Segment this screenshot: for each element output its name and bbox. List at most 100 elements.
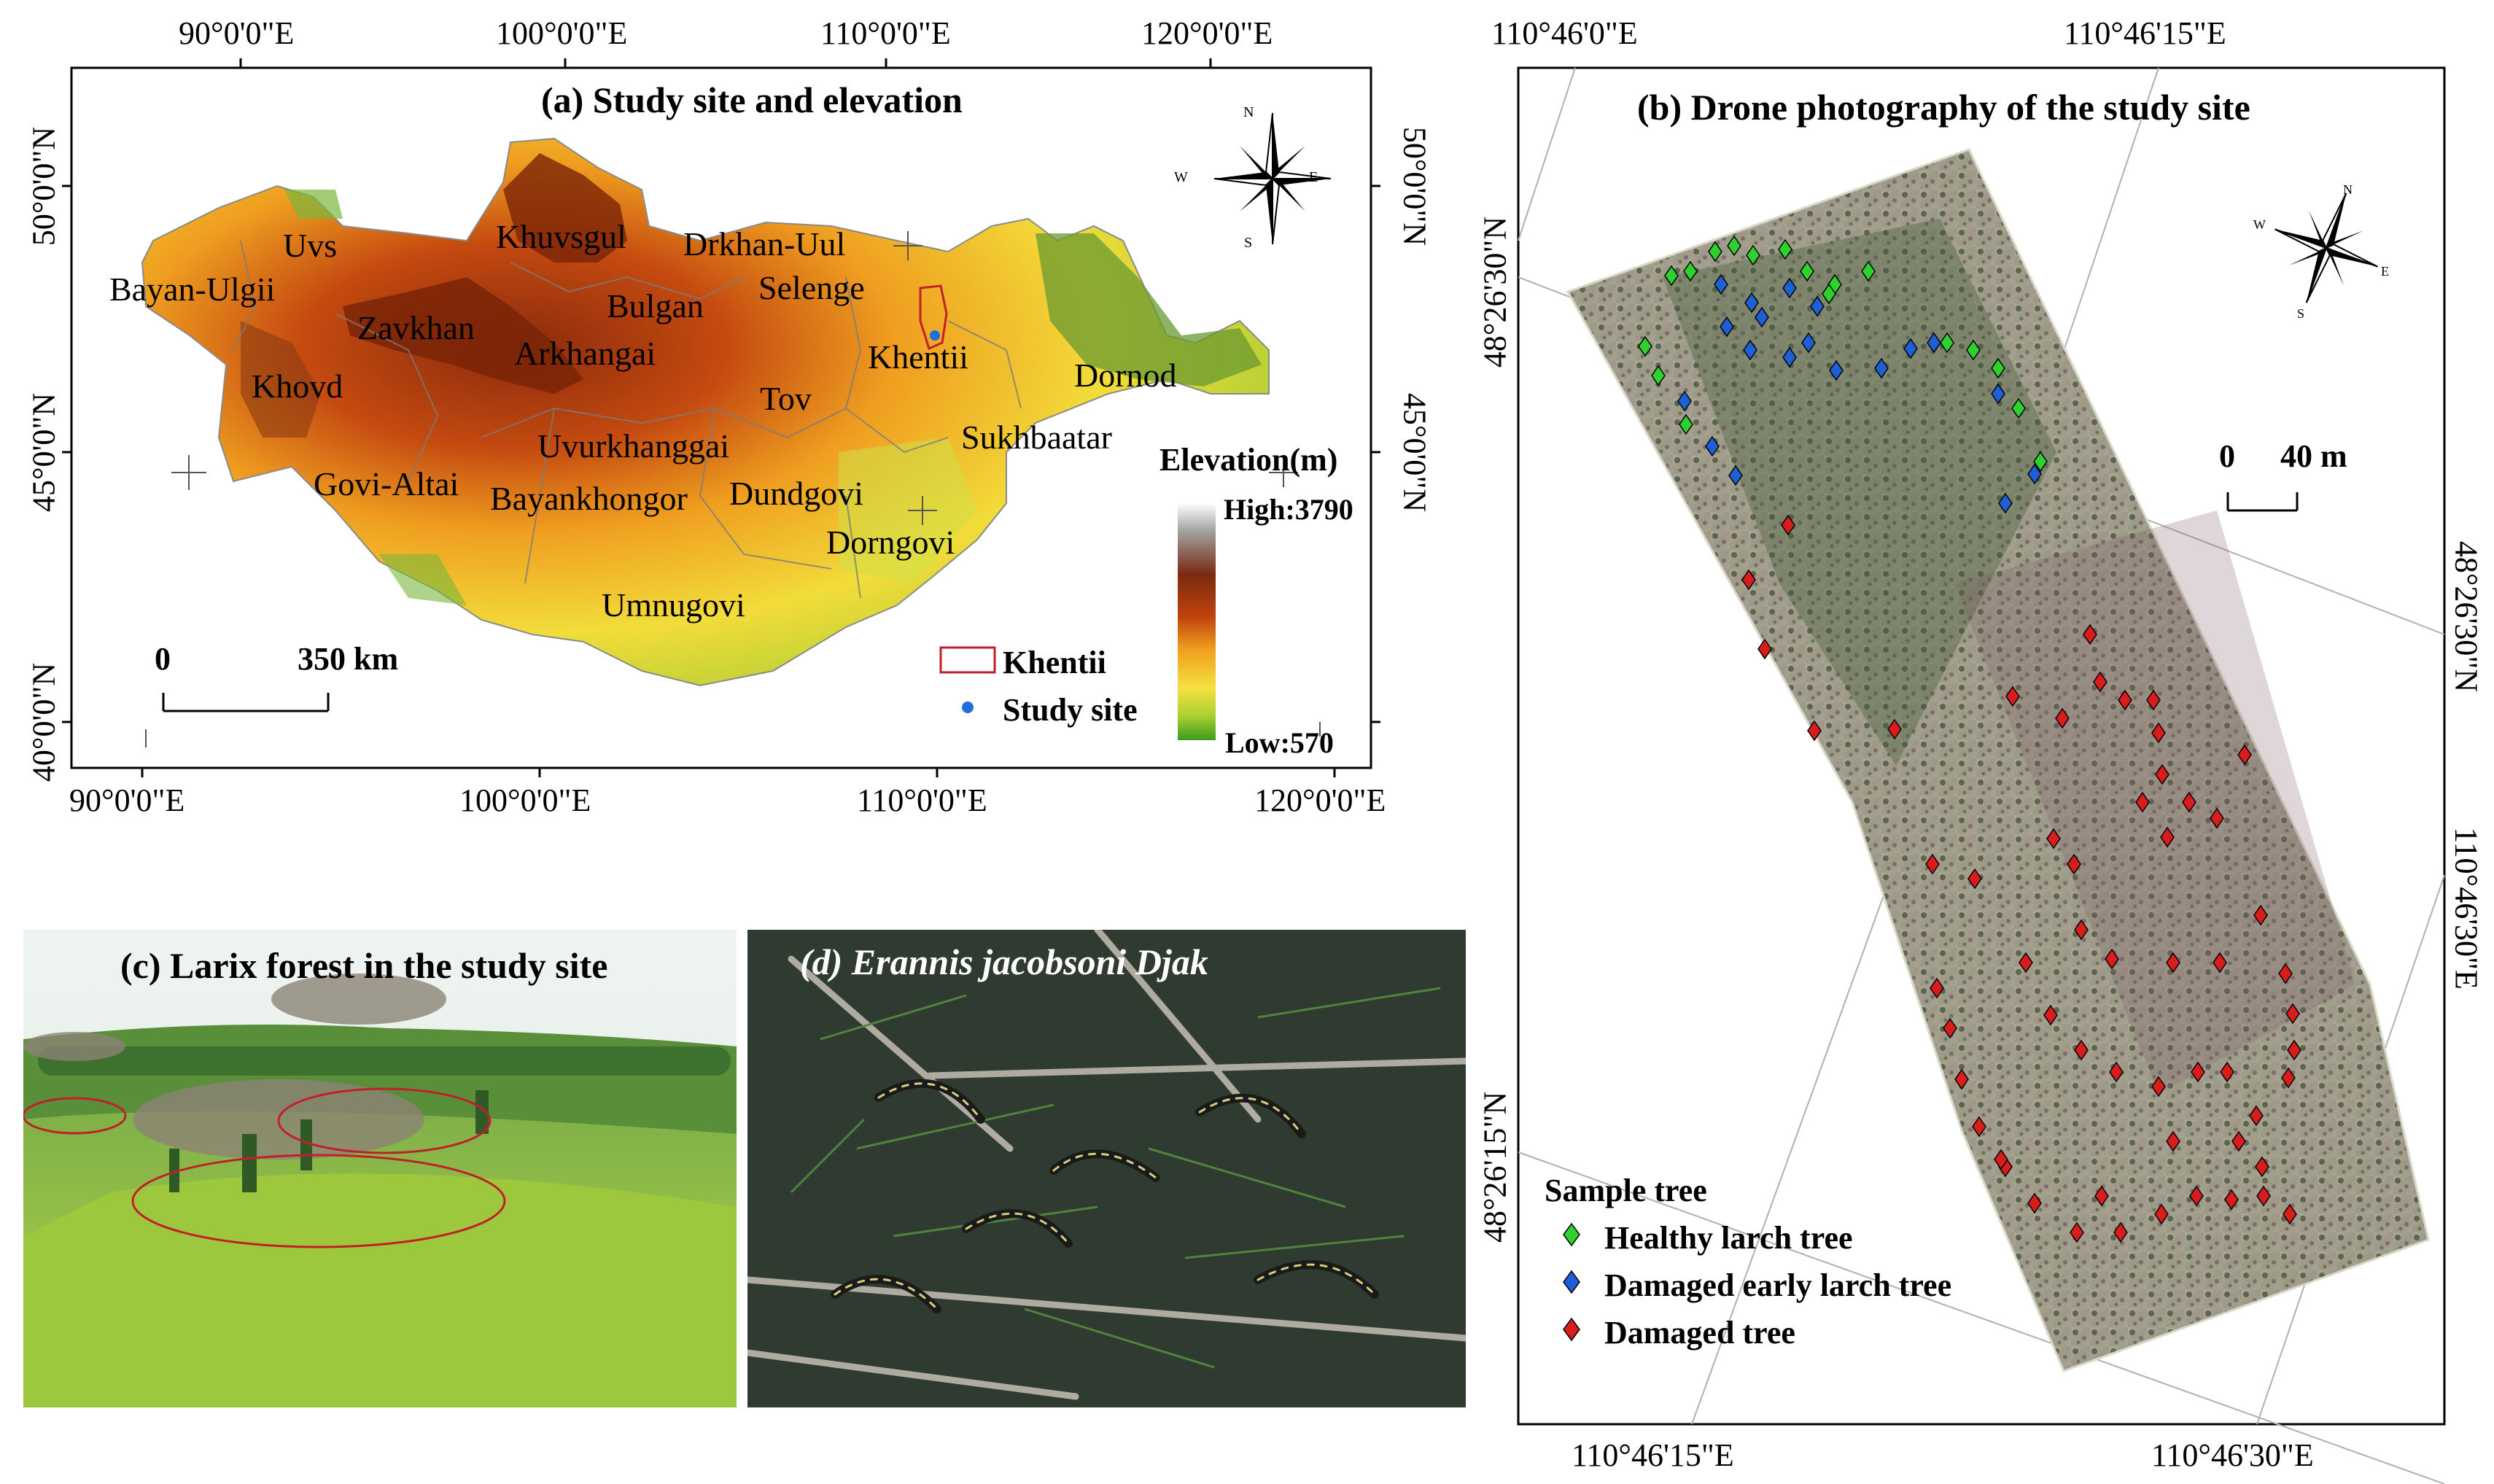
compass-b-n: N <box>2343 182 2353 197</box>
damaged-tree-marker <box>2067 853 2081 875</box>
damaged-tree-marker <box>2151 722 2166 744</box>
compass-b-e: E <box>2381 264 2389 279</box>
early-damaged-tree-marker <box>1927 332 1941 354</box>
early-damaged-tree-marker <box>2027 463 2042 485</box>
early-damaged-tree-marker <box>1714 273 1728 295</box>
early-damaged-tree-marker <box>1782 346 1797 368</box>
damaged-tree-marker <box>1943 1017 1957 1039</box>
healthy-tree-marker <box>1679 413 1693 435</box>
panel-b-top-lon-1: 110°46'0"E <box>1491 15 1638 51</box>
map-frame <box>70 66 1372 769</box>
province-umnugovi: Umnugovi <box>602 586 745 623</box>
damaged-tree-marker <box>1972 1116 1986 1138</box>
healthy-tree-markers <box>1638 235 2048 473</box>
legend-damaged-label: Damaged tree <box>1604 1315 1795 1351</box>
damaged-tree-marker <box>2283 1203 2297 1225</box>
province-selenge: Selenge <box>758 269 865 306</box>
damaged-tree-marker <box>2253 904 2268 926</box>
damaged-tree-marker <box>2231 1130 2246 1152</box>
panel-b-title: (b) Drone photography of the study site <box>1637 87 2250 128</box>
damaged-tree-marker <box>2135 791 2150 813</box>
damaged-tree-marker <box>2166 952 2180 974</box>
healthy-tree-marker <box>1966 339 1981 361</box>
panel-a-top-lon-3: 110°0'0"E <box>820 15 951 51</box>
damaged-tree-marker <box>2255 1156 2269 1178</box>
elevation-legend-high: High:3790 <box>1224 493 1353 526</box>
healthy-tree-marker <box>1683 260 1698 282</box>
elevation-color-bar <box>1178 503 1216 740</box>
legend-early-label: Damaged early larch tree <box>1604 1267 1952 1303</box>
healthy-tree-marker <box>2011 397 2026 419</box>
panel-a-title: (a) Study site and elevation <box>541 79 963 120</box>
drone-orthophoto <box>1566 148 2430 1372</box>
damaged-tree-marker <box>2281 1067 2296 1089</box>
province-khovd: Khovd <box>252 368 343 405</box>
damaged-tree-marker <box>1887 718 1902 740</box>
elevation-legend-low: Low:570 <box>1225 726 1334 759</box>
panel-a-bottom-lon-4: 120°0'0"E <box>1254 782 1386 818</box>
panel-b-drone-map <box>1517 66 2446 1484</box>
damage-ellipses <box>23 1087 506 1248</box>
elevation-legend-title: Elevation(m) <box>1159 442 1338 478</box>
damaged-tree-marker <box>1925 853 1940 875</box>
panel-b-top-lon-2: 110°46'15"E <box>2064 15 2226 51</box>
early-damaged-tree-marker <box>1677 390 1692 412</box>
damaged-tree-marker <box>2105 948 2119 970</box>
damaged-tree-marker <box>2027 1192 2042 1214</box>
panel-b-bottom-lon-1: 110°46'15"E <box>1572 1437 1734 1473</box>
panel-c-photo <box>23 930 737 1407</box>
legend-study-site-label: Study site <box>1003 692 1138 728</box>
province-zavkhan: Zavkhan <box>357 309 475 346</box>
damaged-tree-marker <box>1954 1068 1969 1090</box>
panel-b-left-lat-1: 48°26'30"N <box>1477 216 1513 368</box>
khentii-outline <box>919 284 948 351</box>
damaged-tree-marker <box>2113 1221 2128 1243</box>
province-dundgovi: Dundgovi <box>729 475 863 512</box>
early-damaged-tree-marker <box>1720 316 1734 338</box>
healthy-tree-marker <box>1991 357 2005 379</box>
early-damaged-tree-marker <box>1810 295 1825 317</box>
panel-b-right-lat-1: 48°26'30"N <box>2448 540 2485 693</box>
province-dornod: Dornod <box>1074 357 1177 394</box>
khentii-legend-swatch <box>939 646 996 674</box>
healthy-tree-marker <box>1638 335 1652 357</box>
panel-a-top-lon-2: 100°0'0"E <box>496 15 628 51</box>
damaged-tree-marker <box>2055 707 2070 729</box>
damaged-tree-marker <box>1757 638 1772 660</box>
damaged-tree-marker <box>2070 1221 2084 1243</box>
damaged-tree-marker <box>2182 791 2196 813</box>
panel-a-top-lon-4: 120°0'0"E <box>1141 15 1273 51</box>
damaged-tree-marker <box>2285 1003 2300 1025</box>
panel-d-title: (d) Erannis jacobsoni Djak <box>800 941 1208 982</box>
province-bayan-ulgii: Bayan-Ulgii <box>109 271 276 308</box>
damaged-tree-marker <box>2166 1130 2180 1152</box>
damaged-tree-marker <box>1930 977 1944 999</box>
scale-bar-b <box>2226 492 2299 512</box>
healthy-tree-marker <box>1778 238 1792 260</box>
damaged-tree-marker <box>2237 744 2252 766</box>
damaged-tree-marker <box>2189 1185 2204 1207</box>
early-damaged-tree-marker <box>1755 306 1769 328</box>
province-arkhangai: Arkhangai <box>514 335 656 372</box>
scale-bar-a <box>162 693 330 712</box>
damaged-tree-marker <box>2005 685 2020 707</box>
drone-frame <box>1517 66 2446 1426</box>
early-damaged-tree-marker <box>1705 435 1720 457</box>
panel-a-right-lat-1: 50°0'0"N <box>1396 126 1433 246</box>
panel-b-bottom-lon-2: 110°46'30"E <box>2151 1437 2314 1473</box>
legend-healthy-label: Healthy larch tree <box>1604 1220 1853 1256</box>
damaged-tree-marker <box>2151 1076 2166 1098</box>
early-damaged-tree-marker <box>1744 292 1759 314</box>
compass-a-icon <box>1213 112 1332 245</box>
damaged-tree-marker <box>2249 1105 2264 1127</box>
healthy-tree-marker <box>1800 260 1814 282</box>
panel-b-right-lat-2: 110°46'30"E <box>2448 827 2485 990</box>
damaged-tree-marker <box>2083 623 2097 645</box>
damaged-tree-markers <box>1741 514 2301 1243</box>
damaged-tree-marker <box>2287 1039 2301 1061</box>
damaged-tree-marker <box>2019 952 2033 974</box>
panel-a-map <box>62 58 1380 777</box>
early-damaged-tree-marker <box>1998 492 2013 514</box>
province-bulgan: Bulgan <box>607 287 704 325</box>
compass-a-n: N <box>1243 104 1254 120</box>
